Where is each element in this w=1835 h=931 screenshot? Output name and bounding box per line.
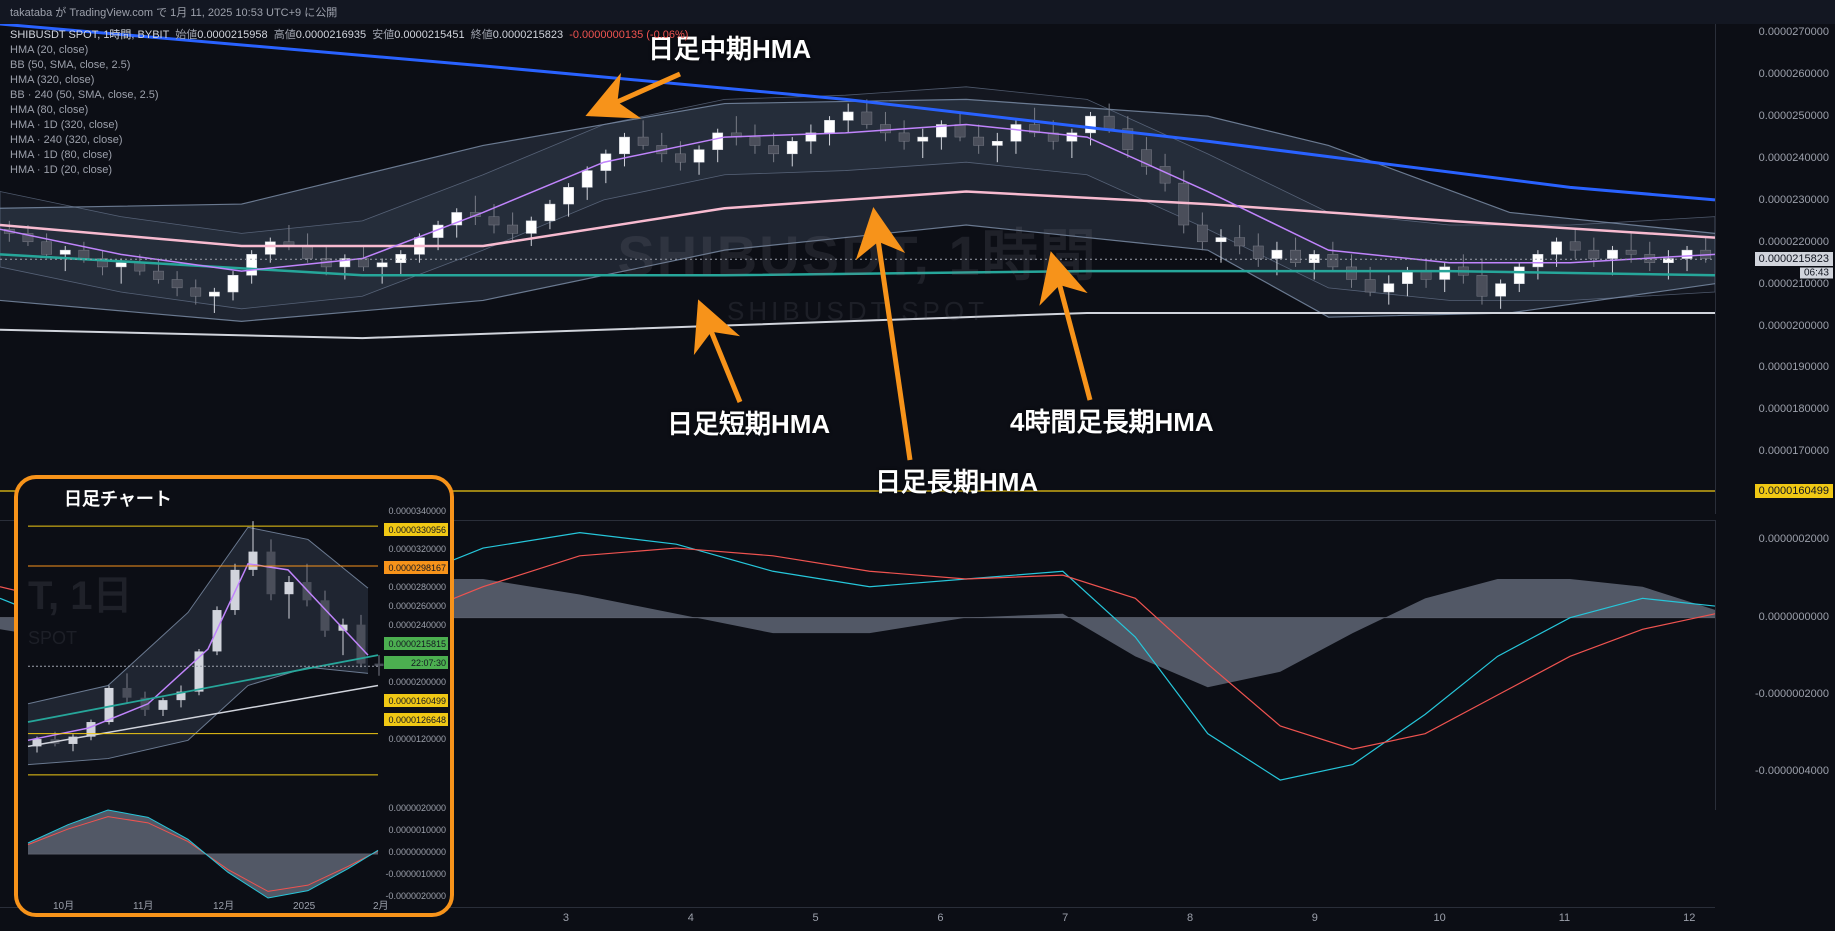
- time-tick: 8: [1187, 912, 1193, 924]
- price-tick: 0.0000200000: [1759, 320, 1829, 332]
- svg-text:0.0000340000: 0.0000340000: [388, 506, 446, 516]
- indicator-row: BB (50, SMA, close, 2.5): [10, 58, 688, 73]
- price-tick: 0.0000270000: [1759, 26, 1829, 38]
- svg-text:0.0000320000: 0.0000320000: [388, 544, 446, 554]
- indicator-row: HMA (20, close): [10, 43, 688, 58]
- time-tick: 6: [937, 912, 943, 924]
- svg-text:-0.0000020000: -0.0000020000: [385, 891, 446, 901]
- svg-text:0.0000215815: 0.0000215815: [388, 639, 446, 649]
- time-tick: 12: [1683, 912, 1695, 924]
- annotation-label: 日足長期HMA: [875, 462, 1038, 499]
- indicator-row: HMA · 1D (20, close): [10, 163, 688, 178]
- svg-text:12月: 12月: [213, 900, 234, 912]
- time-tick: 7: [1062, 912, 1068, 924]
- svg-text:0.0000120000: 0.0000120000: [388, 734, 446, 744]
- svg-text:0.0000126648: 0.0000126648: [388, 715, 446, 725]
- time-tick: 5: [813, 912, 819, 924]
- svg-text:0.0000160499: 0.0000160499: [388, 696, 446, 706]
- price-tick: 0.0000220000: [1759, 236, 1829, 248]
- publish-info-text: takataba が TradingView.com で 1月 11, 2025…: [10, 7, 337, 19]
- price-tick: 0.0000210000: [1759, 278, 1829, 290]
- chart-container: SHIBUSDT, 1時間 SHIBUSDT SPOT SHIBUSDT SPO…: [0, 24, 1835, 931]
- inset-svg: T, 1日 SPOT 0.0000340000 0.0000330956 0.00003…: [18, 479, 450, 913]
- price-tick: 0.0000230000: [1759, 194, 1829, 206]
- daily-inset-chart[interactable]: 日足チャート T, 1日 SPOT 0.0000340000 0.0000330956…: [14, 475, 454, 917]
- svg-text:0.0000280000: 0.0000280000: [388, 582, 446, 592]
- svg-text:0.0000260000: 0.0000260000: [388, 601, 446, 611]
- indicator-row: HMA (320, close): [10, 73, 688, 88]
- osc-tick: -0.0000004000: [1755, 765, 1829, 777]
- price-tick: 0.0000240000: [1759, 152, 1829, 164]
- chart-legend: SHIBUSDT SPOT, 1時間, BYBIT 始値0.0000215958…: [10, 28, 688, 178]
- annotation-label: 4時間足長期HMA: [1010, 402, 1214, 439]
- price-tick: 0.0000190000: [1759, 361, 1829, 373]
- svg-text:0.0000330956: 0.0000330956: [388, 525, 446, 535]
- legend-symbol-row: SHIBUSDT SPOT, 1時間, BYBIT 始値0.0000215958…: [10, 28, 688, 43]
- annotation-label: 日足短期HMA: [667, 404, 830, 441]
- indicator-row: HMA (80, close): [10, 103, 688, 118]
- svg-text:SPOT: SPOT: [28, 628, 77, 648]
- svg-text:2025: 2025: [293, 901, 316, 912]
- svg-text:-0.0000010000: -0.0000010000: [385, 869, 446, 879]
- svg-text:0.0000020000: 0.0000020000: [388, 803, 446, 813]
- inset-title: 日足チャート: [64, 485, 172, 511]
- publish-info-bar: takataba が TradingView.com で 1月 11, 2025…: [0, 0, 1835, 24]
- oscillator-axis[interactable]: 0.0000002000 0.0000000000 -0.0000002000 -0.…: [1715, 520, 1835, 810]
- svg-text:0.0000010000: 0.0000010000: [388, 825, 446, 835]
- last-price-tag: 0.0000215823: [1755, 252, 1833, 266]
- indicator-row: HMA · 1D (80, close): [10, 148, 688, 163]
- time-tick: 9: [1312, 912, 1318, 924]
- svg-text:0.0000200000: 0.0000200000: [388, 677, 446, 687]
- svg-text:10月: 10月: [53, 900, 74, 912]
- time-tick: 4: [688, 912, 694, 924]
- countdown-tag: 06:43: [1800, 268, 1833, 279]
- svg-text:T, 1日: T, 1日: [28, 574, 132, 618]
- svg-text:22:07:30: 22:07:30: [411, 658, 446, 668]
- osc-tick: 0.0000000000: [1759, 611, 1829, 623]
- price-tick: 0.0000180000: [1759, 403, 1829, 415]
- svg-text:11月: 11月: [133, 900, 153, 912]
- osc-tick: -0.0000002000: [1755, 688, 1829, 700]
- time-tick: 3: [563, 912, 569, 924]
- price-tick: 0.0000170000: [1759, 445, 1829, 457]
- indicator-row: HMA · 240 (320, close): [10, 133, 688, 148]
- svg-text:0.0000240000: 0.0000240000: [388, 620, 446, 630]
- svg-text:2月: 2月: [373, 900, 389, 912]
- price-tick: 0.0000260000: [1759, 68, 1829, 80]
- time-tick: 10: [1434, 912, 1446, 924]
- time-tick: 11: [1559, 912, 1570, 924]
- svg-text:0.0000000000: 0.0000000000: [388, 847, 446, 857]
- main-price-chart[interactable]: SHIBUSDT, 1時間 SHIBUSDT SPOT SHIBUSDT SPO…: [0, 24, 1715, 514]
- osc-tick: 0.0000002000: [1759, 533, 1829, 545]
- indicator-row: BB · 240 (50, SMA, close, 2.5): [10, 88, 688, 103]
- indicator-row: HMA · 1D (320, close): [10, 118, 688, 133]
- alert-level-tag: 0.0000160499: [1755, 484, 1833, 498]
- svg-text:0.0000298167: 0.0000298167: [388, 563, 446, 573]
- price-tick: 0.0000250000: [1759, 110, 1829, 122]
- price-axis[interactable]: 0.0000270000 0.0000260000 0.0000250000 0.00…: [1715, 24, 1835, 514]
